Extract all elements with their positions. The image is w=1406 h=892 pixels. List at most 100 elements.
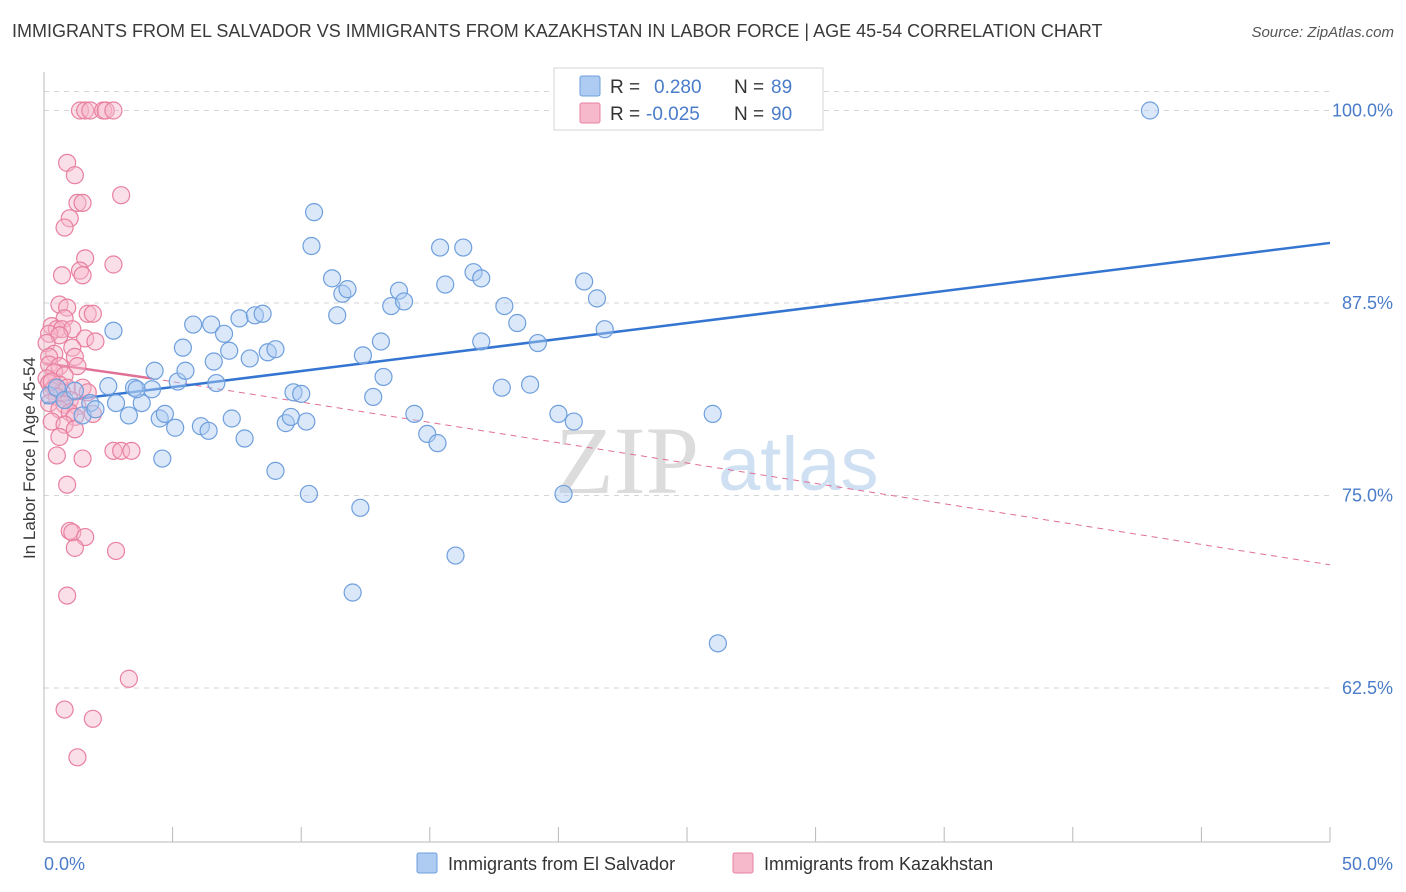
el-salvador-point bbox=[495, 296, 514, 316]
series-legend-swatch-pink bbox=[732, 852, 754, 874]
kazakhstan-point bbox=[40, 394, 59, 413]
el-salvador-point bbox=[266, 461, 285, 480]
el-salvador-point bbox=[353, 346, 373, 365]
kazakhstan-point bbox=[104, 101, 123, 120]
kazakhstan-point bbox=[119, 669, 138, 688]
el-salvador-point bbox=[405, 404, 424, 423]
el-salvador-point bbox=[528, 333, 547, 353]
kazakhstan-points bbox=[37, 101, 141, 767]
el-salvador-point bbox=[245, 306, 265, 325]
el-salvador-point bbox=[302, 236, 321, 256]
el-salvador-point bbox=[220, 341, 239, 360]
el-salvador-point bbox=[230, 309, 249, 328]
el-salvador-point bbox=[55, 390, 74, 410]
el-salvador-point bbox=[554, 484, 573, 504]
kazakhstan-point bbox=[65, 420, 84, 439]
el-salvador-point bbox=[454, 238, 473, 257]
kazakhstan-point bbox=[65, 166, 84, 185]
el-salvador-point bbox=[472, 332, 491, 351]
el-salvador-point bbox=[418, 424, 437, 443]
kazakhstan-point bbox=[83, 709, 102, 728]
el-salvador-point bbox=[142, 380, 162, 399]
axis-labels: In Labor Force | Age 45-54 0.0% 50.0% 62… bbox=[20, 101, 1393, 875]
el-salvador-point bbox=[521, 375, 540, 394]
el-salvador-point bbox=[328, 306, 347, 325]
kazakhstan-point bbox=[78, 304, 97, 323]
source-credit: Source: ZipAtlas.com bbox=[1251, 24, 1394, 41]
el-salvador-point bbox=[446, 546, 465, 565]
kazakhstan-point bbox=[73, 449, 92, 468]
el-salvador-point bbox=[492, 378, 511, 397]
kazakhstan-point bbox=[68, 748, 87, 767]
kazakhstan-point bbox=[58, 586, 77, 605]
kazakhstan-point bbox=[73, 266, 92, 285]
el-salvador-point bbox=[343, 583, 362, 602]
kazakhstan-point bbox=[50, 427, 69, 447]
el-salvador-point bbox=[266, 340, 285, 359]
y-tick-label: 75.0% bbox=[1342, 486, 1393, 506]
el-salvador-point bbox=[65, 381, 84, 400]
kazakhstan-point bbox=[112, 441, 131, 460]
el-salvador-point bbox=[430, 238, 450, 257]
legend-r-label-blue: R = bbox=[610, 77, 640, 98]
series-legend-swatch-blue bbox=[416, 852, 438, 874]
el-salvador-point bbox=[214, 324, 234, 343]
el-salvador-point bbox=[428, 434, 447, 453]
y-tick-label: 100.0% bbox=[1332, 101, 1393, 121]
el-salvador-point bbox=[240, 349, 259, 368]
el-salvador-point bbox=[587, 289, 607, 308]
kazakhstan-point bbox=[58, 298, 77, 317]
kazakhstan-point bbox=[86, 332, 105, 351]
kazakhstan-point bbox=[76, 101, 95, 120]
legend-n-label-pink: N = bbox=[734, 104, 764, 125]
kazakhstan-point bbox=[65, 538, 84, 557]
el-salvador-point bbox=[284, 383, 303, 402]
el-salvador-point bbox=[202, 315, 221, 334]
kazakhstan-point bbox=[76, 329, 95, 348]
legend-swatch-blue bbox=[579, 75, 601, 97]
el-salvador-point bbox=[299, 484, 319, 504]
el-salvador-point bbox=[166, 418, 185, 437]
grid-layer bbox=[44, 91, 1330, 689]
kazakhstan-point bbox=[47, 446, 66, 465]
el-salvador-point bbox=[371, 332, 391, 351]
el-salvador-point bbox=[204, 352, 223, 371]
trend-layer bbox=[43, 241, 1331, 566]
kazakhstan-point bbox=[81, 101, 100, 120]
el-salvador-point bbox=[389, 281, 409, 300]
kazakhstan-point bbox=[55, 218, 74, 237]
el-salvador-point bbox=[184, 315, 203, 334]
el-salvador-point bbox=[99, 377, 118, 396]
series-legend-label-pink: Immigrants from Kazakhstan bbox=[764, 854, 993, 874]
kazakhstan-point bbox=[68, 357, 87, 376]
el-salvador-point bbox=[322, 269, 342, 288]
series-legend: Immigrants from El Salvador Immigrants f… bbox=[416, 852, 993, 874]
el-salvador-point bbox=[104, 321, 123, 340]
kazakhstan-point bbox=[60, 209, 79, 228]
el-salvador-point bbox=[222, 409, 241, 428]
el-salvador-point bbox=[106, 394, 126, 413]
legend-n-label-blue: N = bbox=[734, 77, 764, 98]
kazakhstan-trend-dashed bbox=[151, 377, 1331, 566]
el-salvador-trend-line bbox=[43, 241, 1331, 405]
kazakhstan-point bbox=[122, 441, 141, 460]
el-salvador-point bbox=[155, 404, 174, 423]
el-salvador-point bbox=[207, 373, 226, 393]
kazakhstan-point bbox=[73, 193, 92, 212]
kazakhstan-point bbox=[112, 186, 131, 205]
kazakhstan-point bbox=[55, 700, 74, 719]
el-salvador-point bbox=[575, 272, 594, 291]
legend-r-label-pink: R = bbox=[610, 104, 640, 125]
el-salvador-point bbox=[304, 203, 324, 222]
series-legend-label-blue: Immigrants from El Salvador bbox=[448, 854, 675, 874]
y-tick-label: 62.5% bbox=[1342, 678, 1393, 698]
axes-layer bbox=[43, 72, 1331, 843]
kazakhstan-point bbox=[104, 441, 123, 460]
kazakhstan-point bbox=[68, 193, 87, 212]
y-axis-title: In Labor Force | Age 45-54 bbox=[20, 357, 39, 559]
el-salvador-point bbox=[86, 400, 105, 419]
x-tick-label-min: 0.0% bbox=[44, 854, 85, 874]
legend-swatch-pink bbox=[579, 102, 601, 124]
el-salvador-point bbox=[176, 361, 195, 380]
